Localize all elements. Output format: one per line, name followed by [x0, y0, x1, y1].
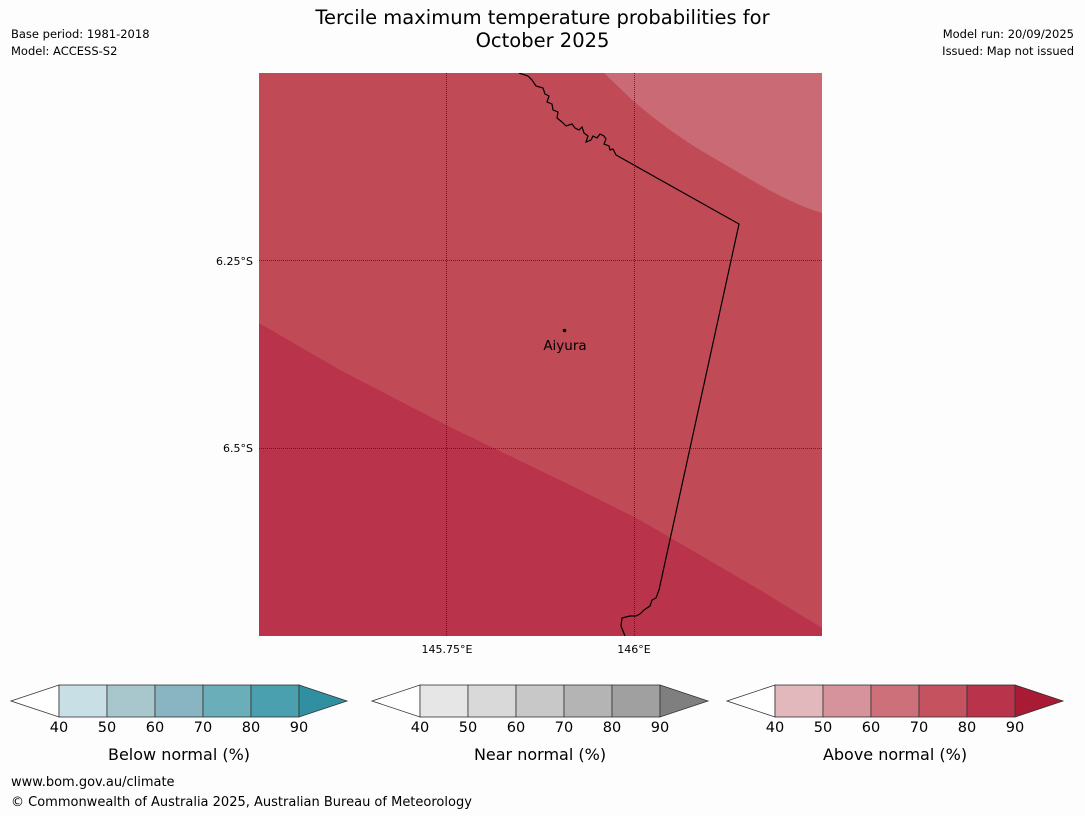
- model-run: Model run: 20/09/2025: [942, 27, 1074, 41]
- meta-left: Base period: 1981-2018 Model: ACCESS-S2: [11, 26, 150, 60]
- swatch-near-40-50: [419, 684, 469, 718]
- swatch-below-over: [298, 684, 349, 718]
- tick-below-80: 80: [241, 720, 261, 736]
- tick-below-50: 50: [97, 720, 117, 736]
- title-line-1: Tercile maximum temperature probabilitie…: [315, 6, 770, 29]
- place-marker: [562, 328, 567, 333]
- tick-below-90: 90: [289, 720, 309, 736]
- footer-url[interactable]: www.bom.gov.au/climate: [11, 775, 175, 790]
- swatch-above-under: [726, 684, 776, 718]
- issued-status: Issued: Map not issued: [942, 44, 1074, 58]
- swatch-above-70-80: [918, 684, 968, 718]
- swatch-below-60-70: [154, 684, 204, 718]
- swatch-below-70-80: [202, 684, 252, 718]
- swatch-above-80-90: [966, 684, 1016, 718]
- tick-above-60: 60: [861, 720, 881, 736]
- swatch-below-under: [10, 684, 60, 718]
- swatch-above-40-50: [774, 684, 824, 718]
- swatch-near-70-80: [563, 684, 613, 718]
- tick-near-90: 90: [650, 720, 670, 736]
- colorbar-below: 40 50 60 70 80 90 Below normal (%): [10, 684, 350, 764]
- place-label: Aiyura: [543, 338, 586, 354]
- region-80-90: [259, 323, 822, 636]
- colorbar-below-swatches: [10, 684, 349, 718]
- colorbar-below-label: Below normal (%): [107, 745, 251, 764]
- title-line-2: October 2025: [475, 29, 610, 52]
- swatch-above-60-70: [870, 684, 920, 718]
- model-name: Model: ACCESS-S2: [11, 44, 118, 58]
- swatch-near-over: [659, 684, 710, 718]
- region-60-70: [604, 73, 822, 213]
- colorbar-above: 40 50 60 70 80 90 Above normal (%): [726, 684, 1066, 764]
- tick-above-50: 50: [813, 720, 833, 736]
- footer-copyright: © Commonwealth of Australia 2025, Austra…: [11, 795, 472, 810]
- colorbar-near: 40 50 60 70 80 90 Near normal (%): [371, 684, 711, 764]
- tick-below-40: 40: [49, 720, 69, 736]
- lat-label-6-5: 6.5°S: [223, 442, 253, 455]
- swatch-below-80-90: [250, 684, 300, 718]
- colorbar-near-label: Near normal (%): [473, 745, 607, 764]
- swatch-near-60-70: [515, 684, 565, 718]
- tick-below-60: 60: [145, 720, 165, 736]
- swatch-near-under: [371, 684, 421, 718]
- swatch-above-50-60: [822, 684, 872, 718]
- swatch-near-50-60: [467, 684, 517, 718]
- tick-near-50: 50: [458, 720, 478, 736]
- swatch-below-40-50: [58, 684, 108, 718]
- tick-above-90: 90: [1005, 720, 1025, 736]
- tick-above-70: 70: [909, 720, 929, 736]
- colorbar-above-swatches: [726, 684, 1065, 718]
- tick-near-60: 60: [506, 720, 526, 736]
- colorbar-above-label: Above normal (%): [822, 745, 968, 764]
- lon-label-145-75: 145.75°E: [422, 643, 473, 656]
- tick-above-80: 80: [957, 720, 977, 736]
- map-title: Tercile maximum temperature probabilitie…: [0, 6, 1085, 52]
- base-period: Base period: 1981-2018: [11, 27, 150, 41]
- tick-near-40: 40: [410, 720, 430, 736]
- lat-label-6-25: 6.25°S: [216, 255, 253, 268]
- swatch-below-50-60: [106, 684, 156, 718]
- swatch-above-over: [1014, 684, 1065, 718]
- tick-near-80: 80: [602, 720, 622, 736]
- tick-below-70: 70: [193, 720, 213, 736]
- border-line: [518, 73, 740, 636]
- lon-label-146: 146°E: [617, 643, 650, 656]
- tick-above-40: 40: [765, 720, 785, 736]
- tick-near-70: 70: [554, 720, 574, 736]
- colorbar-near-swatches: [371, 684, 710, 718]
- map-panel: Aiyura 6.25°S 6.5°S 145.75°E 146°E: [216, 73, 822, 656]
- meta-right: Model run: 20/09/2025 Issued: Map not is…: [942, 26, 1074, 60]
- swatch-near-80-90: [611, 684, 661, 718]
